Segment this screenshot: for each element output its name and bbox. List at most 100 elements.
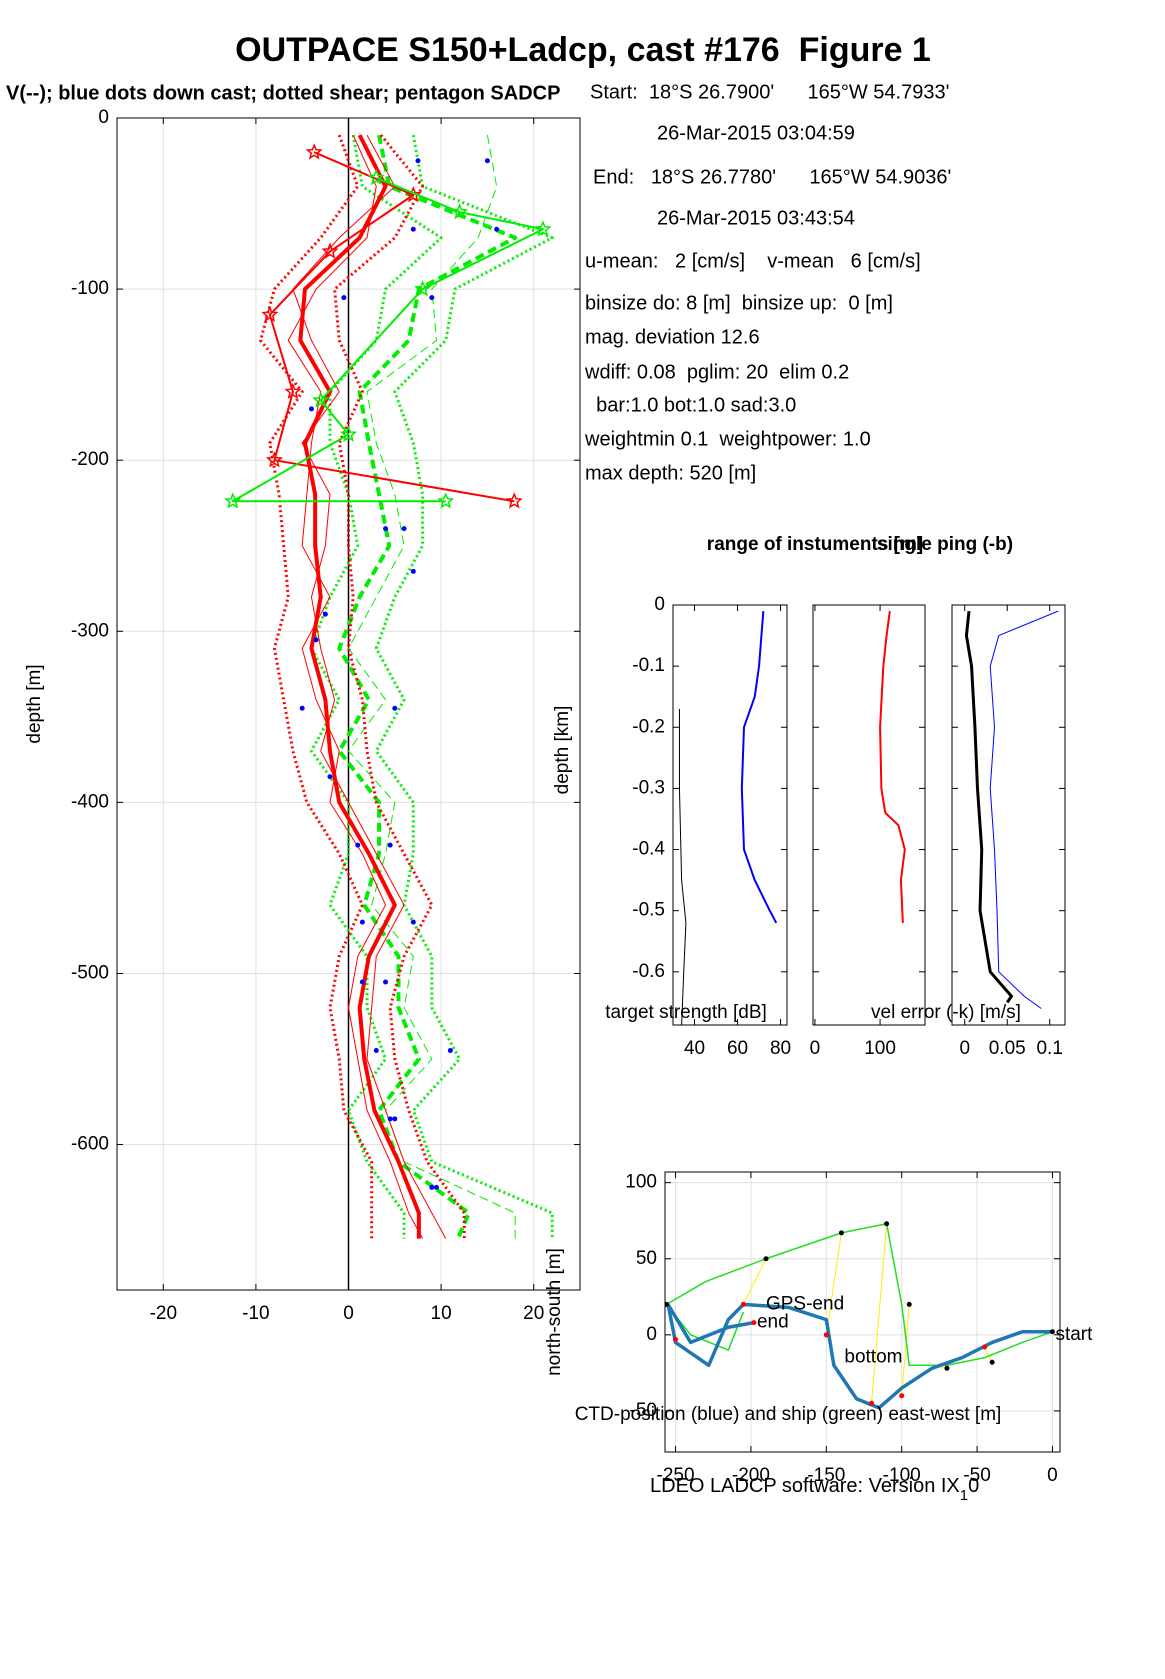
- y-tick-label: -0.2: [632, 716, 665, 737]
- series-line: [337, 134, 518, 1240]
- y-tick-label: 100: [625, 1172, 657, 1193]
- series-line: [665, 1222, 1053, 1367]
- dot-marker: [359, 979, 365, 985]
- dot-marker: [869, 1400, 875, 1406]
- y-axis-label: north-south [m]: [544, 1248, 565, 1376]
- footer-text: LDEO LADCP software: Version IX: [650, 1475, 960, 1497]
- series-group: [224, 134, 554, 1240]
- dot-marker: [359, 919, 365, 925]
- star-marker: [367, 168, 385, 186]
- panel-title: single ping (-b): [877, 534, 1013, 555]
- axes-frame: [664, 1171, 1061, 1453]
- y-tick-label: -300: [71, 620, 109, 641]
- y-tick-label: -600: [71, 1134, 109, 1155]
- y-tick-label: -100: [71, 278, 109, 299]
- dot-marker: [308, 406, 314, 412]
- y-tick-label: 0: [654, 594, 665, 615]
- dot-marker: [313, 637, 319, 643]
- x-tick-label: -20: [150, 1303, 177, 1324]
- info-line: End: 18°S 26.7780' 165°W 54.9036': [593, 166, 951, 188]
- info-line: weightmin 0.1 weightpower: 1.0: [584, 428, 871, 450]
- info-line: bar:1.0 bot:1.0 sad:3.0: [585, 394, 796, 416]
- x-tick-label: -250: [657, 1465, 695, 1486]
- x-tick-label: 0.05: [989, 1038, 1026, 1059]
- dot-marker: [401, 526, 407, 532]
- star-marker: [404, 186, 422, 203]
- dot-marker: [355, 842, 361, 848]
- dot-marker: [751, 1320, 757, 1326]
- x-tick-label: 80: [770, 1038, 791, 1059]
- info-line: u-mean: 2 [cm/s] v-mean 6 [cm/s]: [585, 250, 921, 272]
- y-axis-label: depth [m]: [24, 664, 45, 743]
- dot-marker: [823, 1332, 829, 1338]
- dot-marker: [982, 1344, 988, 1350]
- x-tick-label: 0: [343, 1303, 354, 1324]
- star-marker: [414, 280, 432, 297]
- axes-frame: [116, 117, 581, 1291]
- series-line: [348, 135, 516, 1239]
- star-marker: [284, 382, 302, 399]
- dot-marker: [740, 1301, 746, 1307]
- figure-subtitle: V(--); blue dots down cast; dotted shear…: [6, 82, 560, 104]
- x-tick-label: -100: [883, 1465, 921, 1486]
- series-line: [374, 134, 554, 1239]
- dot-marker: [410, 919, 416, 925]
- dot-marker: [1049, 1329, 1055, 1335]
- axes-frame: [672, 604, 788, 1026]
- x-tick-label: 0.1: [1036, 1038, 1062, 1059]
- x-tick-label: 0: [810, 1038, 821, 1059]
- y-tick-label: -50: [630, 1400, 657, 1421]
- x-tick-label: -200: [732, 1465, 770, 1486]
- dot-marker: [665, 1301, 670, 1307]
- dot-marker: [387, 1116, 393, 1122]
- dot-marker: [884, 1221, 890, 1227]
- dot-marker: [906, 1301, 912, 1307]
- series-line: [989, 610, 1059, 1009]
- dot-marker: [410, 226, 416, 232]
- x-tick-label: -50: [963, 1465, 990, 1486]
- dot-marker: [447, 1047, 453, 1053]
- star-marker: [305, 143, 323, 160]
- annotation: end: [757, 1312, 789, 1333]
- x-tick-label: 10: [431, 1303, 452, 1324]
- dot-marker: [410, 568, 416, 574]
- annotation: start: [1055, 1324, 1093, 1345]
- series-line: [292, 134, 447, 1239]
- dot-marker: [322, 611, 328, 617]
- chart: 0 100 range of instuments [m]: [707, 534, 926, 1059]
- dot-marker: [838, 1230, 844, 1236]
- x-tick-label: 0: [959, 1038, 970, 1059]
- axes-frame: [812, 604, 926, 1026]
- y-tick-label: -400: [71, 791, 109, 812]
- figure-title: OUTPACE S150+Ladcp, cast #176 Figure 1: [235, 31, 931, 69]
- dot-marker: [387, 842, 393, 848]
- dot-marker: [944, 1365, 950, 1371]
- dot-marker: [383, 979, 389, 985]
- footer-tail: 0: [968, 1475, 979, 1497]
- x-tick-label: -10: [242, 1303, 269, 1324]
- dot-marker: [341, 295, 347, 301]
- series-line: [268, 151, 515, 503]
- x-tick-label: 100: [864, 1038, 896, 1059]
- series-line: [287, 134, 424, 1239]
- y-tick-label: 50: [636, 1248, 657, 1269]
- series-line: [678, 708, 687, 1025]
- annotation: GPS-end: [766, 1293, 844, 1314]
- dot-marker: [899, 1393, 905, 1399]
- chart: -250 -200 -150 -100 -50 0 -50 0 50 100 start GPS-en…: [544, 1171, 1093, 1486]
- x-axis-label: CTD-position (blue) and ship (green) eas…: [575, 1404, 1002, 1425]
- y-tick-label: -500: [71, 962, 109, 983]
- y-tick-label: 0: [98, 107, 109, 128]
- star-marker: [312, 391, 330, 408]
- plot-area: [673, 605, 787, 1025]
- dot-marker: [429, 295, 435, 301]
- footer-sub: 1: [960, 1487, 968, 1504]
- x-axis-label: target strength [dB]: [605, 1002, 767, 1023]
- series-line: [740, 611, 778, 924]
- info-line: 26-Mar-2015 03:43:54: [657, 207, 855, 229]
- x-tick-label: 60: [727, 1038, 748, 1059]
- dot-marker: [299, 705, 305, 711]
- dot-marker: [673, 1336, 679, 1342]
